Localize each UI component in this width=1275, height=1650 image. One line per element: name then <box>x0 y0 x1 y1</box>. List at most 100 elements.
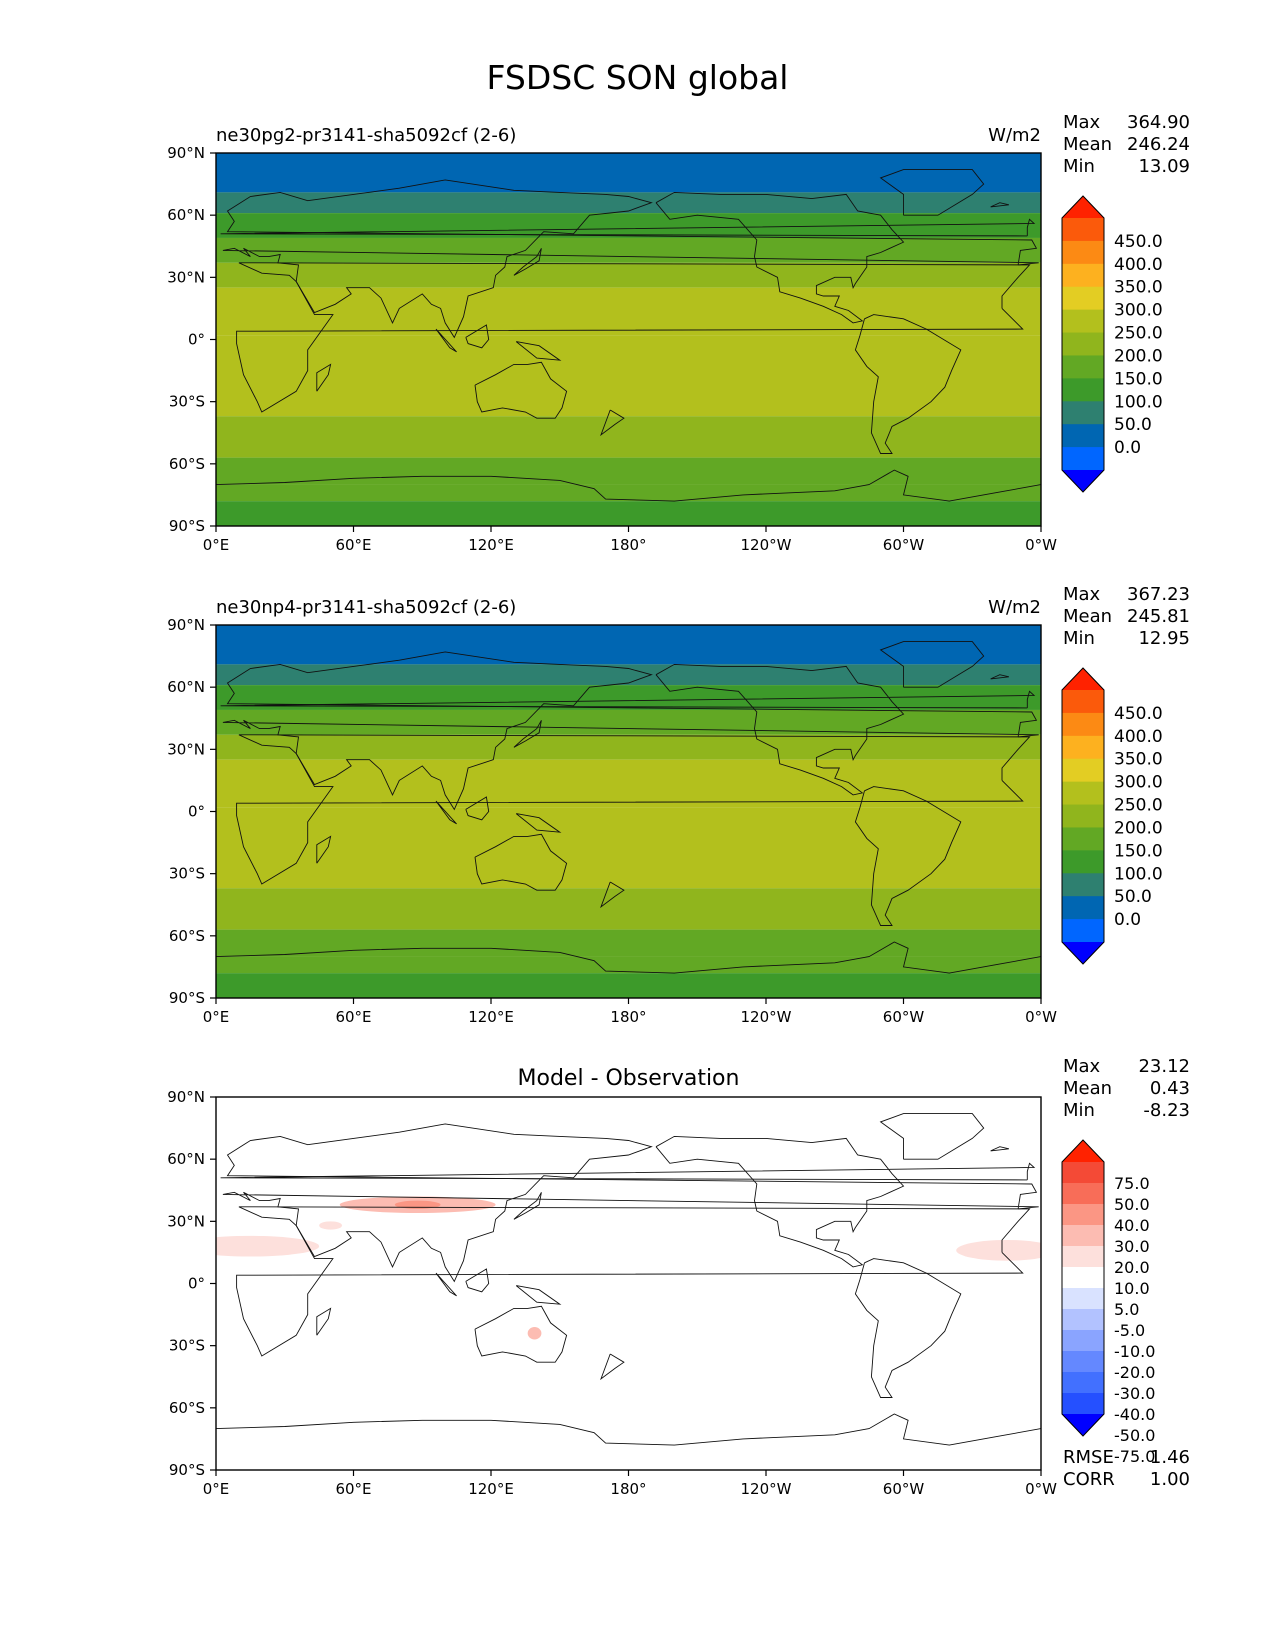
colorbar-segment <box>1062 804 1104 828</box>
colorbar-label: 50.0 <box>1114 887 1152 907</box>
colorbar-segment <box>1062 378 1104 402</box>
units-label: W/m2 <box>988 125 1041 146</box>
y-tick-label: 90°N <box>167 144 205 162</box>
stat-label: Max <box>1063 584 1101 605</box>
zonal-band <box>216 759 1041 808</box>
zonal-band <box>216 262 1041 288</box>
x-tick-label: 60°W <box>883 536 925 554</box>
x-tick-label: 0°W <box>1025 1480 1057 1498</box>
coastline <box>879 1113 985 1160</box>
map-panel-3: 0°E 60°E 120°E 180° 120°W 60°W 0°W 90°N 60°N 30°N… <box>167 1056 1190 1498</box>
coastline <box>854 786 962 926</box>
y-tick-label: 30°S <box>169 865 205 883</box>
colorbar: 75.0 50.0 40.0 30.0 20.0 10.0 5.0 -5.0 -10.0 -20.… <box>1061 1139 1155 1466</box>
colorbar-label: 0.0 <box>1114 910 1141 930</box>
coastline <box>990 1146 1010 1152</box>
x-tick-label: 180° <box>610 1480 646 1498</box>
difference-blob <box>319 1221 343 1230</box>
zonal-band <box>216 484 1041 502</box>
coastline <box>222 1123 1039 1283</box>
panel-title: Model - Observation <box>518 1066 740 1091</box>
coastline <box>465 796 490 821</box>
colorbar-outline <box>1061 195 1105 493</box>
x-tick-label: 180° <box>610 536 646 554</box>
stat-label: Min <box>1063 156 1095 177</box>
colorbar-label: 250.0 <box>1114 796 1163 816</box>
coastline <box>316 1307 332 1336</box>
x-tick-label: 0°W <box>1025 1008 1057 1026</box>
y-tick-label: 30°S <box>169 1337 205 1355</box>
stat-label: Min <box>1063 628 1095 649</box>
colorbar-segment <box>1062 355 1104 379</box>
x-tick-label: 120°W <box>741 536 792 554</box>
map-panel-2: 0°E 60°E 120°E 180° 120°W 60°W 0°W 90°N 60°N 30°N… <box>167 584 1190 1026</box>
zonal-band <box>216 625 1041 665</box>
x-tick-label: 0°W <box>1025 536 1057 554</box>
colorbar-segment <box>1062 218 1104 242</box>
y-tick-label: 60°N <box>167 678 205 696</box>
coastline <box>435 1272 457 1297</box>
colorbar-extend-max <box>1062 1140 1104 1162</box>
coastline <box>990 202 1010 208</box>
x-tick-label: 120°W <box>741 1008 792 1026</box>
stat-value: 12.95 <box>1138 628 1190 649</box>
coastline <box>854 1258 962 1398</box>
colorbar-label: 250.0 <box>1114 324 1163 344</box>
coastline <box>513 248 542 276</box>
colorbar-label: 40.0 <box>1114 1216 1150 1235</box>
coastline <box>222 179 1039 339</box>
panel-title: ne30np4-pr3141-sha5092cf (2-6) <box>216 597 516 618</box>
x-tick-label: 0°E <box>203 1480 230 1498</box>
colorbar-label: 50.0 <box>1114 415 1152 435</box>
colorbar-label: -75.0 <box>1114 1447 1155 1466</box>
stat-label: Mean <box>1063 134 1112 155</box>
colorbar-outline <box>1061 1139 1105 1437</box>
colorbar-label: 350.0 <box>1114 750 1163 770</box>
colorbar-label: 200.0 <box>1114 346 1163 366</box>
colorbar-segment <box>1062 690 1104 714</box>
map-field <box>216 1097 1041 1470</box>
colorbar-segment <box>1062 758 1104 783</box>
colorbar-segment <box>1062 1372 1104 1394</box>
map-field <box>216 625 1041 998</box>
stat-label: Max <box>1063 1056 1101 1077</box>
coastline <box>655 663 905 796</box>
colorbar-segment <box>1062 309 1104 334</box>
y-tick-label: 0° <box>188 331 205 349</box>
colorbar-label: 200.0 <box>1114 818 1163 838</box>
coastline <box>879 641 985 688</box>
map-panel-1: 0°E 60°E 120°E 180° 120°W 60°W 0°W 90°N 60°N 30°N… <box>167 112 1190 554</box>
colorbar-label: 400.0 <box>1114 255 1163 275</box>
zonal-band <box>216 956 1041 974</box>
coastline <box>316 363 332 392</box>
panel-title: ne30pg2-pr3141-sha5092cf (2-6) <box>216 125 516 146</box>
colorbar-segment <box>1062 447 1104 471</box>
coastline <box>474 833 568 891</box>
colorbar-extend-max <box>1062 196 1104 218</box>
stat-value: 246.24 <box>1127 134 1190 155</box>
stat-label: Min <box>1063 1100 1095 1121</box>
colorbar-segment <box>1062 332 1104 356</box>
coastline <box>600 881 625 909</box>
colorbar-segment <box>1062 1288 1104 1310</box>
colorbar-segment <box>1062 735 1104 760</box>
map-field <box>216 153 1041 526</box>
stat-value: 23.12 <box>1138 1056 1190 1077</box>
y-tick-label: 60°S <box>169 927 205 945</box>
units-label: W/m2 <box>988 597 1041 618</box>
zonal-band <box>216 501 1041 526</box>
x-tick-label: 120°E <box>468 536 514 554</box>
coastline <box>236 262 1031 413</box>
colorbar-label: 75.0 <box>1114 1174 1150 1193</box>
colorbar-label: -30.0 <box>1114 1384 1155 1403</box>
zonal-band <box>216 929 1041 957</box>
coastline <box>600 409 625 437</box>
zonal-band <box>216 709 1041 735</box>
coastline <box>222 651 1039 811</box>
colorbar-outline <box>1061 667 1105 965</box>
colorbar-segment <box>1062 1162 1104 1184</box>
coastline <box>655 1135 905 1268</box>
stat-value: 245.81 <box>1127 606 1190 627</box>
coastline <box>236 1206 1031 1357</box>
colorbar-segment <box>1062 1309 1104 1331</box>
